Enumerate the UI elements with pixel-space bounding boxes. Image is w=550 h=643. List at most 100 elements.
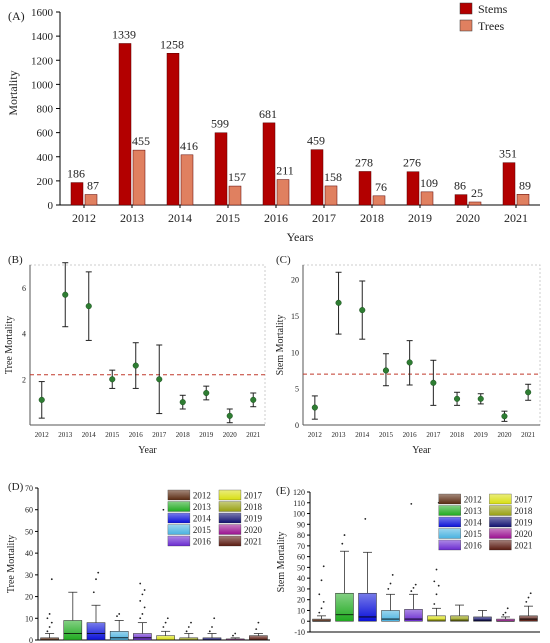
legend-swatch-trees <box>459 19 473 32</box>
panel-e-outlier-point <box>412 586 415 589</box>
panel-d-legend-swatch <box>218 524 242 535</box>
panel-e-legend-label: 2015 <box>464 529 483 539</box>
panel-d-outlier-point <box>50 621 53 624</box>
panel-e-box <box>335 592 354 622</box>
bar-value-label: 351 <box>499 147 517 161</box>
panel-e-legend-swatch <box>438 505 461 516</box>
panel-c-y-tick-label: 20 <box>291 276 299 285</box>
panel-e-outlier-point <box>414 583 417 586</box>
panel-c-mean-point <box>477 395 484 402</box>
panel-d-y-tick-label: 20 <box>25 593 33 602</box>
panel-d-outlier-point <box>208 630 211 633</box>
panel-d-outlier-point <box>211 626 213 628</box>
panel-e-legend-label: 2012 <box>464 495 482 505</box>
panel-d-box <box>86 622 106 641</box>
panel-d-outlier-point <box>166 617 169 620</box>
panel-d-outlier-point <box>139 582 142 585</box>
bar-value-label: 455 <box>132 134 150 148</box>
panel-d-legend-label: 2018 <box>244 502 263 512</box>
panel-e-legend-swatch <box>438 493 461 505</box>
panel-e-y-tick-label: 80 <box>297 531 305 540</box>
panel-e-outlier-point <box>391 574 394 576</box>
panel-c-mean-point <box>335 299 342 306</box>
panel-c-y-axis-title: Stem Mortality <box>275 315 286 376</box>
panel-d-outlier-point <box>116 615 118 618</box>
panel-e-legend-label: 2016 <box>464 541 483 551</box>
panel-d-legend-label: 2016 <box>193 537 212 547</box>
panel-d-outlier-point <box>187 626 190 628</box>
bar-stems <box>454 194 468 206</box>
x-tick-label: 2015 <box>216 211 240 225</box>
panel-c-panel-label: (C) <box>276 254 291 266</box>
panel-c-x-tick-label: 2015 <box>379 431 394 439</box>
bar-value-label: 86 <box>454 179 466 193</box>
panel-e-legend-label: 2021 <box>514 541 532 551</box>
panel-e-box <box>381 610 400 622</box>
panel-e-outlier-point <box>320 579 323 582</box>
panel-d-outlier-point <box>162 626 165 628</box>
panel-d-legend-label: 2020 <box>244 525 263 535</box>
panel-d-y-tick-label: 50 <box>25 527 33 536</box>
x-tick-label: 2016 <box>264 211 288 225</box>
bar-stems <box>262 122 276 206</box>
bar-stems <box>70 182 84 206</box>
panel-b-y-tick-label: 4 <box>22 330 26 339</box>
panel-d-outlier-point <box>143 606 146 609</box>
bar-value-label: 1339 <box>112 27 136 41</box>
bar-trees <box>132 149 146 206</box>
bar-value-label: 87 <box>87 179 99 193</box>
panel-c-x-tick-label: 2014 <box>355 431 370 439</box>
bar-value-label: 158 <box>324 170 342 184</box>
x-tick-label: 2017 <box>312 211 336 225</box>
panel-d-outlier-point <box>141 613 144 615</box>
panel-d-legend-swatch <box>167 489 191 501</box>
panel-e-outlier-point <box>322 565 325 568</box>
panel-c-x-tick-label: 2012 <box>308 431 323 439</box>
panel-d-outlier-point <box>46 617 49 620</box>
panel-b-y-tick-label: 6 <box>22 284 26 293</box>
panel-d-legend-label: 2019 <box>244 514 263 524</box>
bar-value-label: 186 <box>67 167 85 181</box>
panel-b-mean-point <box>156 376 163 383</box>
panel-d-y-tick-label: 70 <box>25 484 33 493</box>
panel-d-legend-swatch <box>218 489 242 501</box>
panel-d-outlier-point <box>141 593 144 596</box>
panel-e-outlier-point <box>433 580 436 583</box>
panel-e-box <box>450 615 469 622</box>
panel-c-x-tick-label: 2017 <box>426 431 441 439</box>
panel-d-outlier-point <box>50 578 53 581</box>
panel-b-mean-point <box>250 396 257 403</box>
panel-c-y-tick-label: 0 <box>295 421 299 430</box>
panel-c-mean-point <box>406 359 413 366</box>
panel-b-y-axis-title: Tree Mortality <box>4 316 15 374</box>
bar-value-label: 1258 <box>160 37 184 51</box>
bar-trees <box>84 194 98 206</box>
panel-d-outlier-point <box>190 621 192 624</box>
panel-e-outlier-point <box>506 607 509 610</box>
bar-stems <box>118 43 132 206</box>
panel-b-mean-point <box>226 412 233 419</box>
panel-e-legend-swatch <box>489 505 512 516</box>
bar-value-label: 157 <box>228 170 246 184</box>
panel-c-y-tick-label: 5 <box>295 385 299 394</box>
panel-e-outlier-point <box>322 600 325 603</box>
panel-e-outlier-point <box>343 534 346 536</box>
panel-e-legend-label: 2020 <box>514 529 533 539</box>
panel-d-outlier-point <box>234 632 237 635</box>
panel-e-outlier-point <box>435 593 438 596</box>
bar-trees <box>180 154 194 206</box>
panel-d-y-tick-label: 60 <box>25 506 33 515</box>
panel-d-outlier-point <box>232 634 234 637</box>
panel-b-mean-point <box>85 303 92 310</box>
y-tick-label: 1000 <box>31 79 54 91</box>
panel-e-y-tick-label: 120 <box>293 488 305 497</box>
y-axis-title: Mortality <box>6 70 20 115</box>
panel-c-mean-point <box>382 367 390 374</box>
bar-trees <box>324 185 338 206</box>
bar-stems <box>310 149 324 206</box>
bar-value-label: 76 <box>375 180 387 194</box>
y-tick-label: 800 <box>37 104 54 116</box>
bar-stems <box>214 132 228 206</box>
panel-e-y-tick-label: 100 <box>293 510 305 519</box>
panel-c-mean-point <box>454 395 461 402</box>
